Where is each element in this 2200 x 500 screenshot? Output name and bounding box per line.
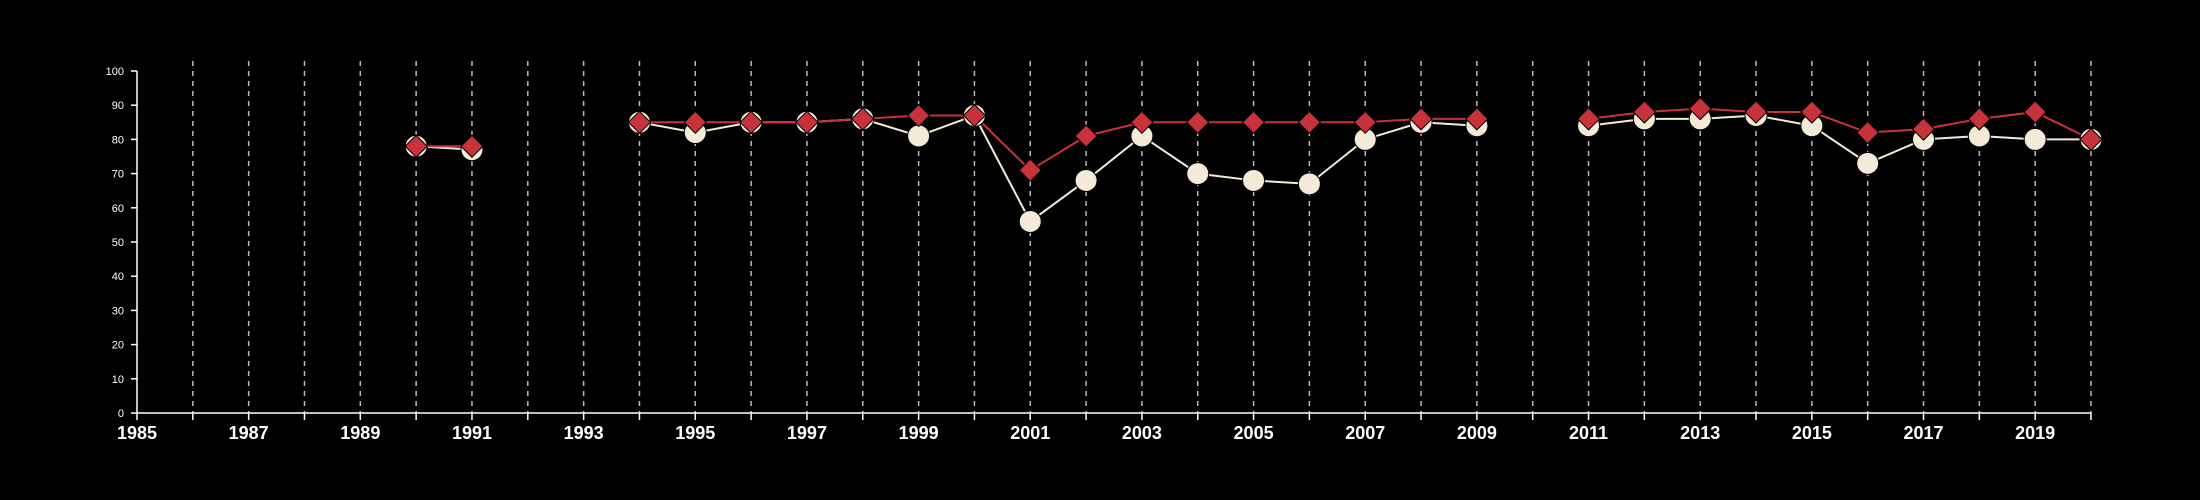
- x-tick-label: 2003: [1122, 423, 1162, 443]
- series-2-point: [1632, 100, 1657, 124]
- series-2-point: [851, 107, 875, 131]
- series-1-point: [2023, 127, 2047, 151]
- y-tick-label: 40: [112, 271, 124, 283]
- x-tick-label: 1997: [787, 423, 827, 443]
- y-tick-label: 90: [112, 100, 124, 112]
- x-tick-label: 1995: [675, 423, 715, 443]
- series-2-point: [739, 110, 763, 135]
- x-tick-label: 2017: [1903, 423, 1943, 443]
- x-tick-label: 1987: [229, 423, 269, 443]
- x-tick-label: 1989: [340, 423, 380, 443]
- series-1-line: [1588, 114, 2091, 165]
- series-2-point: [1744, 100, 1768, 124]
- series-2-point: [1911, 117, 1936, 141]
- series-2-point: [404, 134, 428, 158]
- x-tick-label: 2009: [1457, 423, 1497, 443]
- series-2-line: [1588, 107, 2092, 141]
- y-tick-label: 30: [112, 305, 124, 317]
- series-2-point: [1855, 120, 1880, 145]
- series-2-point: [1409, 107, 1433, 131]
- series-1-point: [1297, 172, 1321, 196]
- series-1-point: [1074, 168, 1098, 192]
- y-tick-label: 80: [112, 134, 124, 146]
- series-2-point: [1688, 96, 1712, 121]
- y-tick-label: 50: [112, 237, 124, 249]
- series-2-point: [1186, 110, 1210, 135]
- series-2-point: [1018, 158, 1042, 182]
- x-tick-label: 1985: [117, 423, 157, 443]
- series-2-point: [1353, 110, 1377, 135]
- x-tick-label: 1993: [564, 423, 604, 443]
- series-2-point: [906, 103, 931, 128]
- y-tick-label: 20: [112, 340, 124, 352]
- series-2-point: [460, 134, 484, 158]
- series-2-point: [683, 110, 707, 135]
- y-tick-label: 0: [118, 408, 124, 420]
- series-1-point: [1856, 151, 1880, 175]
- series-2-point: [627, 110, 652, 135]
- series-2-point: [2079, 127, 2103, 152]
- series-1-point: [1018, 209, 1042, 233]
- series-2-point: [1297, 110, 1322, 135]
- x-tick-label: 2013: [1680, 423, 1720, 443]
- series-2-point: [1130, 110, 1154, 135]
- series-2-point: [1576, 107, 1601, 131]
- x-tick-label: 2001: [1010, 423, 1050, 443]
- series-2-point: [1465, 107, 1489, 131]
- y-tick-label: 70: [112, 169, 124, 181]
- x-tick-label: 1999: [899, 423, 939, 443]
- y-tick-label: 60: [112, 203, 124, 215]
- series-2-point: [1967, 107, 1992, 131]
- x-tick-label: 1991: [452, 423, 492, 443]
- series-2-point: [1800, 100, 1824, 124]
- series-2-point: [1241, 110, 1266, 135]
- series-1-point: [1186, 162, 1210, 186]
- x-tick-label: 2011: [1569, 423, 1608, 443]
- x-tick-label: 2007: [1345, 423, 1385, 443]
- series-2-point: [795, 110, 819, 135]
- series-1-line: [639, 114, 1477, 223]
- series-2-line: [639, 114, 1477, 172]
- x-tick-label: 2005: [1234, 423, 1274, 443]
- series-2-point: [962, 103, 987, 128]
- y-tick-label: 10: [112, 374, 124, 386]
- y-tick-label: 100: [106, 66, 124, 78]
- x-tick-label: 2015: [1792, 423, 1832, 443]
- series-1-point: [907, 124, 931, 148]
- x-tick-label: 2019: [2015, 423, 2055, 443]
- series-2-point: [1074, 124, 1098, 148]
- series-1-point: [1242, 168, 1266, 192]
- series-2-point: [2023, 100, 2047, 124]
